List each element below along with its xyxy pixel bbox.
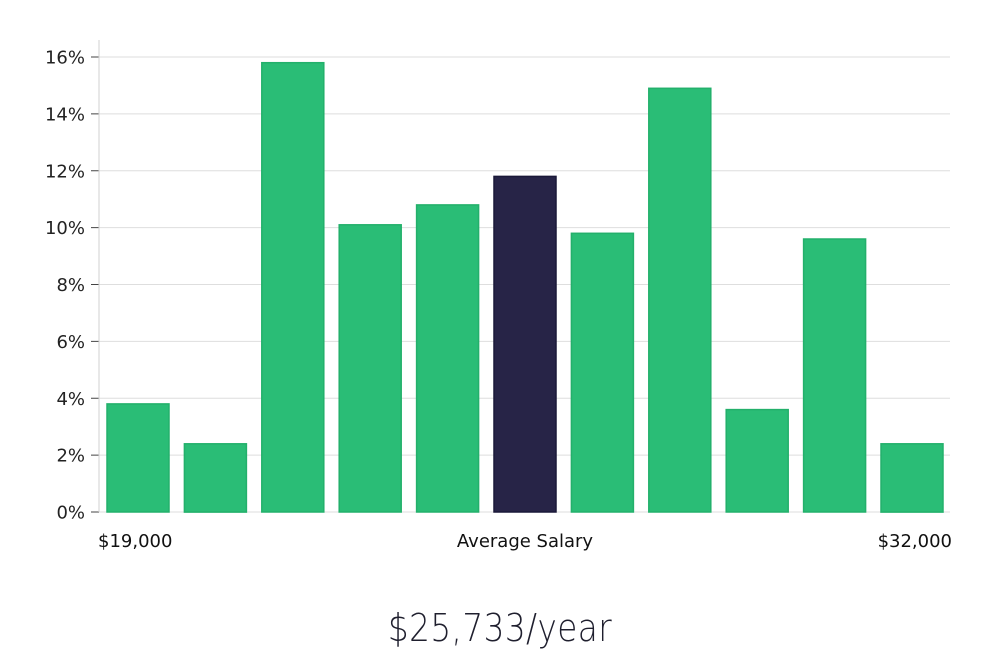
y-tick-label: 10% [45, 218, 85, 239]
y-tick-label: 6% [56, 332, 85, 353]
bar [415, 204, 480, 513]
y-tick-label: 0% [56, 503, 85, 524]
y-tick-label: 4% [56, 389, 85, 410]
bar-average-salary [493, 175, 557, 513]
bar [106, 403, 170, 513]
bar [648, 87, 712, 513]
y-tick-label: 16% [45, 48, 85, 69]
salary-distribution-chart: 0% 2% 4% 6% 8% 10% 12% 14% 16% $19,000 Average S… [45, 40, 952, 552]
bar [261, 61, 325, 513]
bar [183, 443, 248, 513]
bar [570, 232, 635, 513]
average-salary-value: $25,733/year [387, 606, 613, 650]
bar [338, 224, 402, 513]
x-label-center: Average Salary [457, 531, 594, 552]
bar [880, 443, 944, 513]
bar [725, 408, 789, 513]
x-label-max: $32,000 [878, 531, 952, 552]
bar [802, 238, 867, 513]
bars [106, 61, 944, 513]
y-axis-ticks: 0% 2% 4% 6% 8% 10% 12% 14% 16% [45, 48, 99, 524]
x-label-min: $19,000 [98, 531, 172, 552]
y-tick-label: 8% [56, 275, 85, 296]
y-tick-label: 2% [56, 446, 85, 467]
y-tick-label: 12% [45, 161, 85, 182]
y-tick-label: 14% [45, 104, 85, 125]
